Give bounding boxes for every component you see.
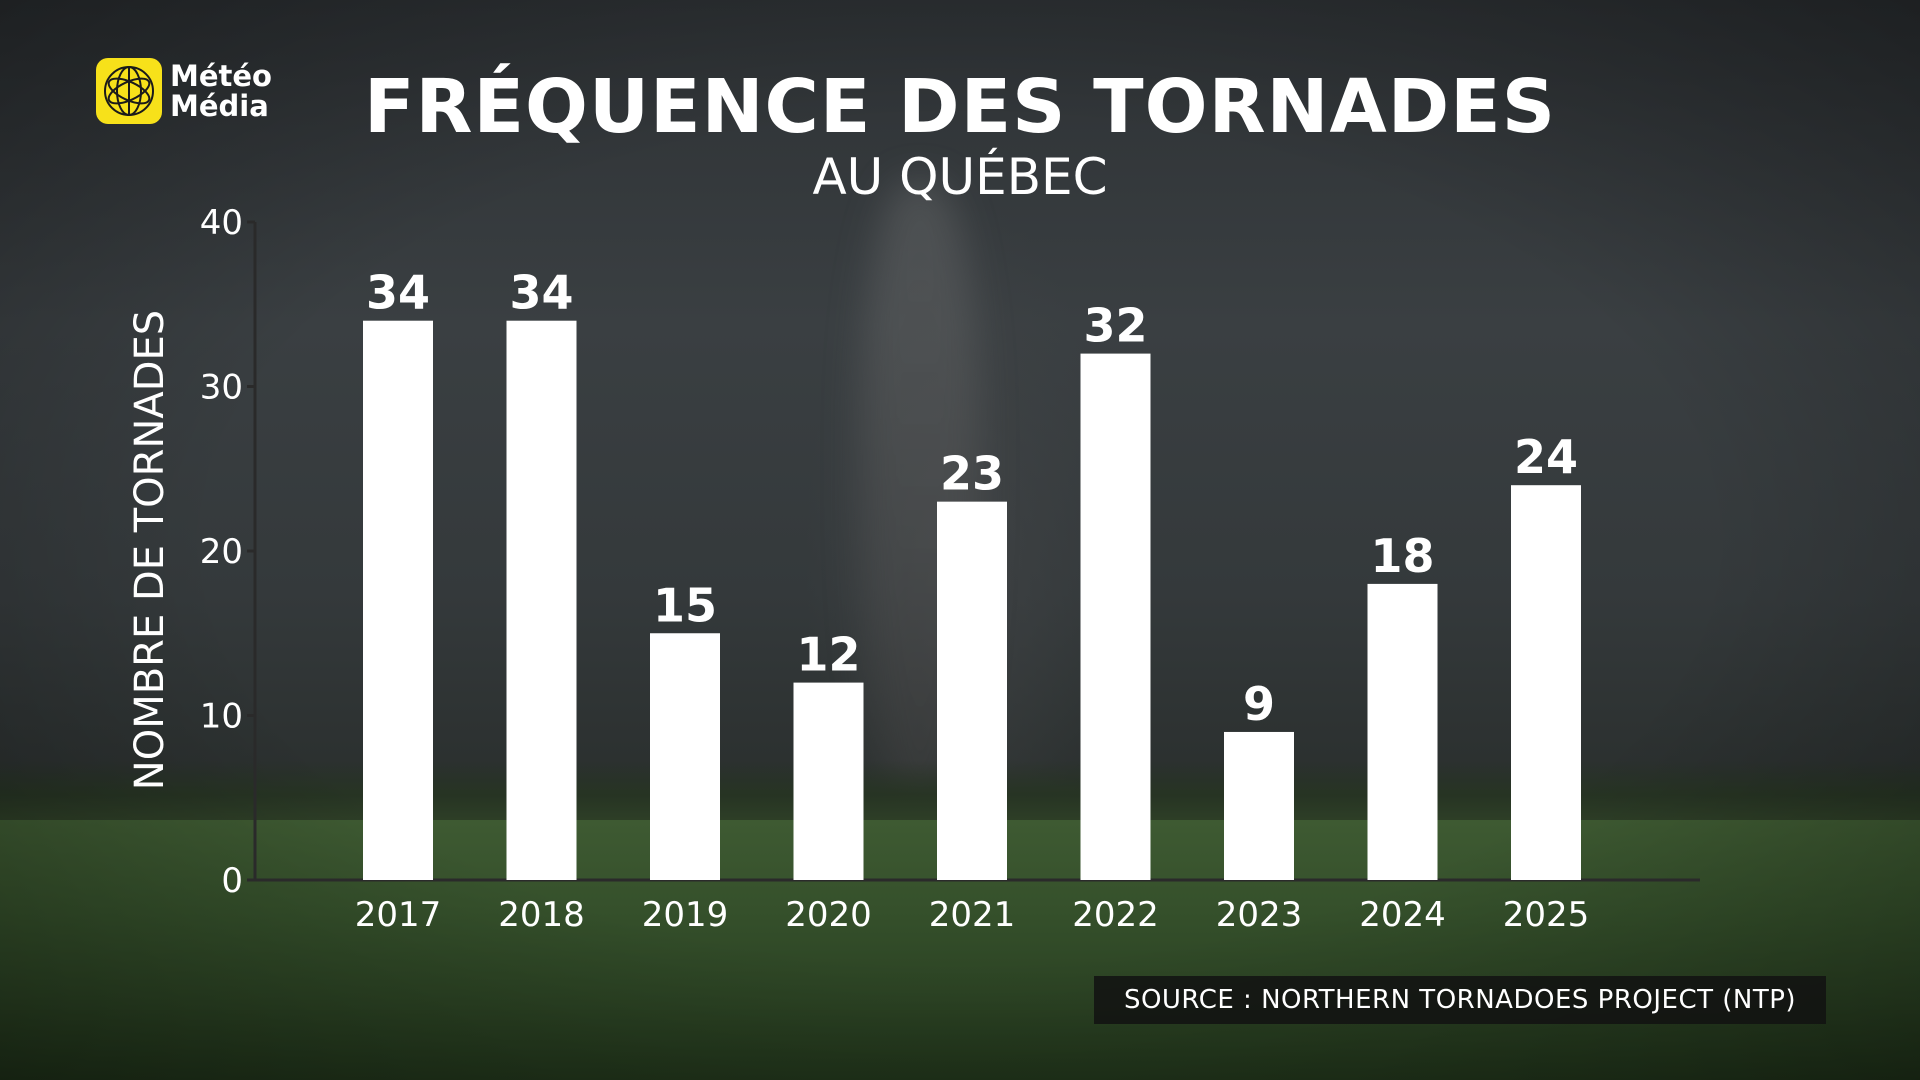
bar-value-label: 18: [1370, 529, 1434, 583]
y-tick-label: 30: [200, 368, 243, 408]
x-tick-label: 2023: [1216, 895, 1303, 935]
bar: [937, 501, 1007, 880]
bar: [1080, 353, 1151, 881]
bar-value-label: 15: [653, 578, 717, 632]
x-tick-label: 2019: [642, 895, 729, 935]
x-tick-label: 2018: [498, 895, 585, 935]
x-tick-label: 2025: [1503, 895, 1590, 935]
bar: [650, 633, 720, 880]
chart-subtitle: AU QUÉBEC: [812, 148, 1108, 206]
bar-value-label: 34: [509, 266, 573, 320]
bar: [1511, 485, 1581, 880]
y-tick-label: 0: [221, 861, 243, 901]
y-tick-label: 10: [200, 697, 243, 737]
bar: [793, 682, 864, 880]
bar: [1224, 731, 1294, 880]
bar-value-label: 12: [796, 628, 860, 682]
x-tick-label: 2020: [785, 895, 872, 935]
source-caption: SOURCE : NORTHERN TORNADOES PROJECT (NTP…: [1094, 976, 1826, 1024]
bar-value-label: 34: [366, 266, 430, 320]
logo-line-2: Média: [170, 89, 269, 123]
chart-title: FRÉQUENCE DES TORNADES: [363, 64, 1557, 150]
y-tick-label: 40: [200, 203, 243, 243]
x-tick-label: 2017: [355, 895, 442, 935]
meteomedia-wordmark: Météo Média: [170, 61, 272, 121]
meteomedia-logo: Météo Média: [96, 58, 272, 124]
logo-line-1: Météo: [170, 59, 272, 93]
bar-value-label: 23: [940, 447, 1004, 501]
bar: [1367, 583, 1438, 880]
bar: [363, 320, 433, 880]
x-tick-label: 2021: [929, 895, 1016, 935]
y-tick-label: 20: [200, 532, 243, 572]
x-tick-label: 2024: [1359, 895, 1446, 935]
bar-value-label: 9: [1243, 677, 1275, 731]
bar-value-label: 32: [1083, 299, 1147, 353]
x-tick-label: 2022: [1072, 895, 1159, 935]
meteomedia-globe-icon: [96, 58, 162, 124]
bar-value-label: 24: [1514, 430, 1578, 484]
bar: [506, 320, 577, 880]
